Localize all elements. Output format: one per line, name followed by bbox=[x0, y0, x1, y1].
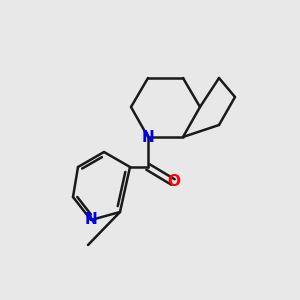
Text: N: N bbox=[142, 130, 154, 145]
Text: O: O bbox=[167, 175, 181, 190]
Text: N: N bbox=[85, 212, 98, 227]
